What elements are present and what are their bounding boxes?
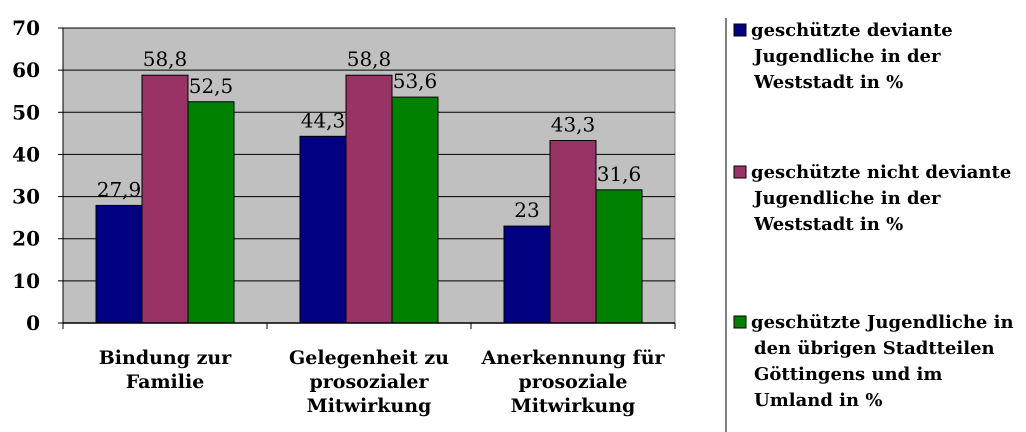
x-category-label: prosoziale (519, 371, 628, 393)
data-label: 44,3 (301, 108, 346, 132)
y-tick-label: 40 (12, 142, 40, 166)
legend-label: Jugendliche in der (752, 188, 941, 209)
data-label: 27,9 (97, 177, 142, 201)
data-label: 58,8 (347, 47, 392, 71)
y-tick-label: 70 (12, 16, 40, 40)
bars (95, 74, 643, 324)
legend-label: den übrigen Stadtteilen (754, 338, 995, 359)
x-category-label: Anerkennung für (480, 347, 665, 369)
legend: geschützte deviante Jugendliche in der Wes… (725, 18, 1014, 432)
x-category-label: Familie (126, 371, 205, 393)
x-category-label: Mitwirkung (307, 395, 432, 417)
x-category-label: Mitwirkung (511, 395, 636, 417)
y-tick-label: 0 (26, 311, 40, 335)
legend-swatch (733, 165, 747, 179)
legend-label: geschützte deviante (751, 20, 953, 41)
legend-label: geschützte Jugendliche in (751, 312, 1014, 333)
bar (345, 74, 393, 324)
legend-swatch (733, 23, 747, 37)
data-label: 31,6 (597, 162, 642, 186)
data-label: 53,6 (393, 69, 438, 93)
legend-label: Göttingens und im (754, 364, 942, 385)
y-tick-label: 60 (12, 58, 40, 82)
bar (595, 189, 643, 324)
legend-label: Jugendliche in der (752, 46, 941, 67)
bar (549, 140, 597, 324)
y-tick-label: 30 (12, 185, 40, 209)
data-label: 23 (514, 198, 539, 222)
x-category-label: Bindung zur (99, 347, 233, 369)
bar (299, 135, 347, 324)
legend-label: geschützte nicht deviante (751, 162, 1011, 183)
legend-label: Umland in % (754, 390, 882, 411)
y-tick-label: 20 (12, 227, 40, 251)
bar (503, 225, 551, 324)
bar (95, 204, 143, 324)
legend-label: Weststadt in % (753, 214, 903, 235)
data-label: 43,3 (551, 113, 596, 137)
bar (187, 101, 235, 324)
legend-label: Weststadt in % (753, 72, 903, 93)
data-label: 58,8 (143, 47, 188, 71)
data-label: 52,5 (189, 74, 234, 98)
x-category-label: Gelegenheit zu (289, 347, 449, 369)
y-tick-label: 10 (12, 269, 40, 293)
legend-swatch (733, 315, 747, 329)
bar (391, 96, 439, 324)
x-category-label: prosozialer (310, 371, 430, 393)
bar (141, 74, 189, 324)
y-tick-label: 50 (12, 100, 40, 124)
